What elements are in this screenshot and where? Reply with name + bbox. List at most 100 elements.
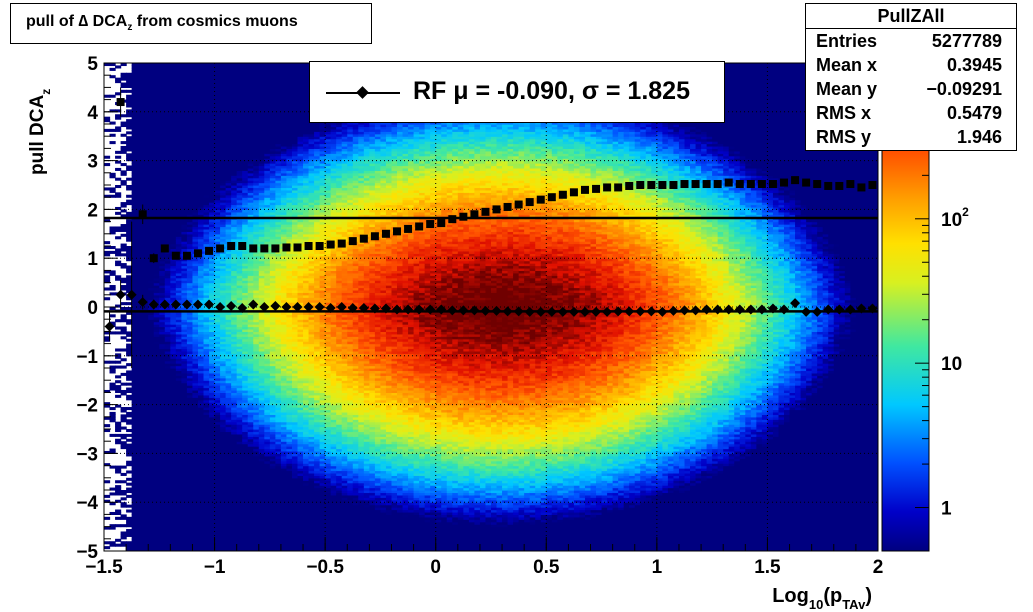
- square-point: [260, 244, 268, 252]
- legend: RF μ = -0.090, σ = 1.825: [309, 61, 725, 123]
- chart-title: pull of ∆ DCAz from cosmics muons: [26, 13, 298, 33]
- square-point: [857, 183, 865, 191]
- legend-marker-icon: [356, 86, 369, 99]
- y-tick-label: 4: [87, 103, 98, 124]
- x-tick-label: 2: [873, 557, 884, 578]
- y-tick-label: −5: [76, 542, 98, 563]
- x-axis-label: Log10(pTAv): [772, 585, 872, 612]
- square-point: [338, 240, 346, 248]
- square-point: [537, 196, 545, 204]
- square-point: [382, 230, 390, 238]
- x-tick-label: 1.5: [754, 557, 781, 578]
- square-point: [669, 181, 677, 189]
- square-point: [647, 181, 655, 189]
- square-point: [227, 242, 235, 250]
- square-point: [360, 235, 368, 243]
- square-point: [282, 243, 290, 251]
- square-point: [603, 183, 611, 191]
- y-tick-label: −2: [76, 396, 98, 417]
- square-point: [835, 182, 843, 190]
- stats-name: PullZAll: [806, 4, 1016, 29]
- square-point: [526, 198, 534, 206]
- square-point: [150, 254, 158, 262]
- square-point: [625, 182, 633, 190]
- stats-row-rms-y: RMS y 1.946: [806, 125, 1016, 149]
- square-point: [504, 203, 512, 211]
- square-point: [570, 188, 578, 196]
- square-point: [117, 98, 125, 106]
- square-point: [813, 180, 821, 188]
- stats-row-mean-y: Mean y −0.09291: [806, 77, 1016, 101]
- square-point: [470, 210, 478, 218]
- square-point: [559, 191, 567, 199]
- square-point: [515, 201, 523, 209]
- square-point: [349, 237, 357, 245]
- square-point: [493, 205, 501, 213]
- title-box: pull of ∆ DCAz from cosmics muons: [10, 3, 372, 44]
- square-point: [802, 179, 810, 187]
- square-point: [780, 179, 788, 187]
- square-point: [614, 183, 622, 191]
- square-point: [271, 244, 279, 252]
- square-point: [404, 225, 412, 233]
- x-tick-label: 0.5: [533, 557, 560, 578]
- y-tick-label: −1: [76, 347, 98, 368]
- square-point: [393, 227, 401, 235]
- square-point: [703, 180, 711, 188]
- square-point: [205, 247, 213, 255]
- square-point: [714, 180, 722, 188]
- square-point: [747, 180, 755, 188]
- square-point: [725, 179, 733, 187]
- square-point: [294, 243, 302, 251]
- legend-label: RF μ = -0.090, σ = 1.825: [413, 77, 690, 106]
- square-point: [172, 252, 180, 260]
- x-tick-label: 1: [652, 557, 663, 578]
- square-point: [481, 208, 489, 216]
- square-point: [327, 241, 335, 249]
- y-tick-label: 3: [87, 152, 98, 173]
- square-point: [846, 180, 854, 188]
- y-tick-label: −3: [76, 444, 98, 465]
- square-point: [592, 185, 600, 193]
- stats-row-mean-x: Mean x 0.3945: [806, 53, 1016, 77]
- z-tick-label: 102: [941, 205, 969, 231]
- square-point: [692, 180, 700, 188]
- x-tick-label: −1: [204, 557, 226, 578]
- square-point: [249, 244, 257, 252]
- square-point: [139, 210, 147, 218]
- square-point: [437, 219, 445, 227]
- square-point: [636, 181, 644, 189]
- y-tick-label: 2: [87, 200, 98, 221]
- stats-row-rms-x: RMS x 0.5479: [806, 101, 1016, 125]
- stats-row-entries: Entries 5277789: [806, 29, 1016, 53]
- square-point: [238, 242, 246, 250]
- square-point: [459, 213, 467, 221]
- square-point: [824, 182, 832, 190]
- square-point: [791, 176, 799, 184]
- y-tick-label: −4: [76, 493, 98, 514]
- square-point: [371, 232, 379, 240]
- z-tick-label: 10: [941, 354, 962, 375]
- square-point: [426, 220, 434, 228]
- y-tick-label: 1: [87, 249, 98, 270]
- stats-box: PullZAll Entries 5277789 Mean x 0.3945 Mea…: [805, 3, 1017, 151]
- square-point: [194, 249, 202, 257]
- square-point: [581, 186, 589, 194]
- square-point: [415, 222, 423, 230]
- square-point: [681, 180, 689, 188]
- z-tick-label: 1: [941, 499, 952, 520]
- x-tick-label: 0: [430, 557, 441, 578]
- square-point: [448, 215, 456, 223]
- square-point: [305, 242, 313, 250]
- square-point: [183, 252, 191, 260]
- x-tick-label: −0.5: [306, 557, 344, 578]
- square-point: [758, 180, 766, 188]
- y-axis-label: pull DCAz: [27, 89, 53, 175]
- y-tick-label: 0: [87, 298, 98, 319]
- square-point: [216, 244, 224, 252]
- square-point: [658, 181, 666, 189]
- y-tick-label: 5: [87, 54, 98, 75]
- square-point: [736, 180, 744, 188]
- square-point: [161, 244, 169, 252]
- square-point: [548, 193, 556, 201]
